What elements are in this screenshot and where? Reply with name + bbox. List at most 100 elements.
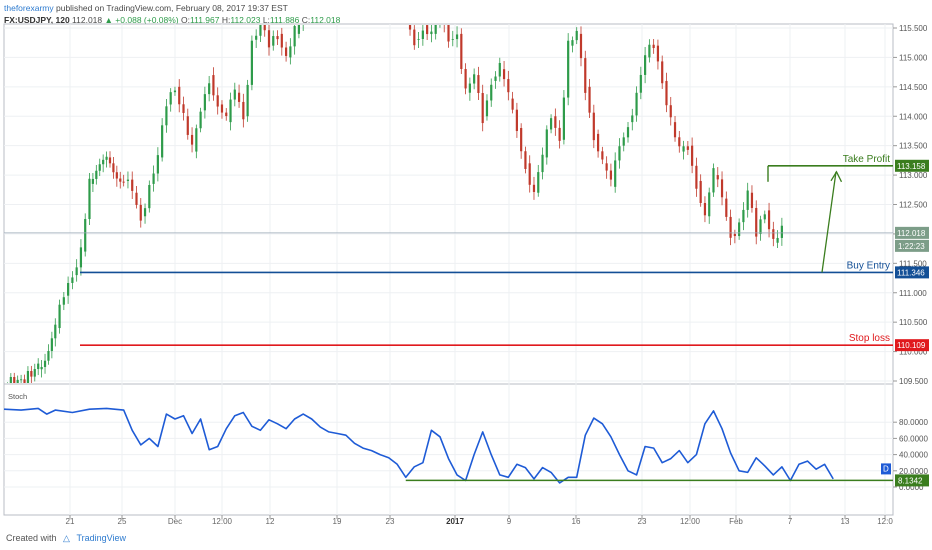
candle: [280, 33, 283, 48]
candle: [43, 360, 47, 367]
candle: [738, 222, 741, 237]
candle: [50, 338, 53, 351]
candle: [618, 146, 621, 161]
candle: [284, 47, 288, 56]
candle: [592, 112, 595, 141]
candle: [23, 379, 26, 383]
candle: [115, 172, 118, 179]
time-tick-label: 7: [788, 517, 793, 526]
author-link[interactable]: theforexarmy: [4, 3, 54, 13]
stoch-support-tag: [895, 474, 929, 487]
tradingview-logo-icon[interactable]: △: [63, 533, 70, 543]
buy-entry-price-tag: [895, 266, 929, 279]
candle: [520, 128, 523, 152]
tradingview-brand[interactable]: TradingView: [76, 533, 127, 543]
candle: [95, 170, 98, 179]
take-profit-price-tag: [895, 159, 929, 172]
candle: [609, 170, 613, 180]
candle: [186, 116, 189, 135]
candle: [220, 104, 224, 113]
time-tick-label: Feb: [729, 517, 743, 526]
candle: [276, 36, 279, 40]
candle: [554, 116, 557, 128]
candle: [699, 180, 702, 204]
candle: [451, 39, 454, 40]
time-tick-label: 12:00: [212, 517, 233, 526]
candle: [596, 133, 600, 152]
created-with-text: Created with: [6, 533, 57, 543]
candle: [541, 154, 544, 173]
take-profit-price-value: 113.158: [897, 162, 926, 171]
candle: [558, 127, 561, 141]
candle: [165, 106, 168, 126]
candle: [447, 25, 450, 42]
candle: [644, 55, 647, 75]
candle: [255, 35, 258, 40]
candle: [156, 155, 159, 174]
candle: [712, 168, 715, 193]
candle: [212, 75, 215, 96]
candle: [250, 40, 253, 85]
high-label: H:: [221, 15, 231, 25]
candle: [750, 192, 754, 208]
candle: [26, 370, 30, 383]
candle: [763, 214, 766, 220]
stoch-tick-label: 60.0000: [899, 434, 928, 443]
candle: [673, 122, 677, 138]
candle: [733, 233, 736, 237]
last-price: 112.018: [72, 15, 103, 25]
candle: [524, 151, 527, 169]
candle: [460, 33, 463, 69]
candle: [108, 157, 112, 164]
candle: [58, 304, 61, 329]
close-label: C:: [301, 15, 311, 25]
countdown-tag: [895, 239, 929, 252]
candle: [259, 25, 262, 36]
candle: [691, 145, 694, 166]
target-arrow-head: [830, 170, 843, 183]
candle: [47, 350, 50, 361]
close-value: 112.018: [310, 15, 341, 25]
price-tick-label: 115.500: [899, 24, 928, 33]
candle: [421, 30, 424, 40]
ohlc-line: FX:USDJPY, 120 112.018 ▲ +0.088 (+0.08%)…: [4, 15, 340, 26]
candle: [208, 83, 211, 95]
candle: [119, 178, 122, 182]
candle: [434, 25, 437, 34]
candle: [686, 146, 689, 150]
candle: [776, 237, 779, 243]
candle: [246, 84, 249, 117]
candle: [33, 369, 36, 377]
time-tick-label: 2017: [446, 517, 464, 526]
candle: [507, 79, 510, 93]
time-tick-label: 12: [266, 517, 275, 526]
candle: [131, 179, 134, 191]
symbol-label[interactable]: FX:USDJPY, 120: [4, 15, 70, 25]
candle: [605, 163, 608, 171]
candle: [652, 44, 655, 49]
stoch-line: [3, 407, 834, 484]
candle: [148, 184, 151, 209]
candle: [502, 69, 506, 80]
candle: [67, 282, 70, 296]
candle: [626, 127, 630, 138]
candle: [584, 58, 587, 93]
candle: [622, 137, 625, 146]
open-label: O:: [181, 15, 190, 25]
candle: [122, 181, 125, 183]
candle: [614, 160, 617, 187]
chart-canvas[interactable]: 115.500 115.000 114.500 114.000 113.500 113.0…: [0, 0, 932, 530]
candle: [682, 146, 685, 152]
candle: [267, 30, 271, 48]
candle: [173, 90, 177, 93]
candle: [631, 115, 634, 123]
candle: [203, 94, 206, 111]
candle: [199, 111, 202, 129]
time-tick-label: 19: [333, 517, 342, 526]
candle: [729, 216, 732, 238]
stop-loss-label: Stop loss: [849, 333, 890, 344]
candle: [656, 45, 660, 62]
candle: [473, 74, 476, 84]
stoch-tick-label: 40.0000: [899, 451, 928, 460]
candle: [9, 377, 12, 383]
